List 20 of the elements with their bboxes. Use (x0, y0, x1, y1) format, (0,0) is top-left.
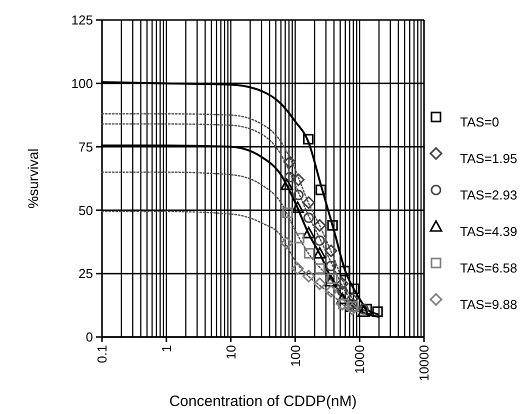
legend-label: TAS=4.39 (460, 224, 518, 240)
legend-label: TAS=9.88 (460, 297, 518, 312)
legend-label: TAS=6.58 (460, 260, 518, 276)
legend-label: TAS=0 (460, 114, 500, 130)
x-tick-label: 10000 (416, 345, 432, 382)
x-axis-title: Concentration of CDDP(nM) (169, 393, 357, 410)
x-tick-label: 10 (223, 345, 238, 360)
x-tick-label: 0.1 (94, 345, 110, 364)
y-tick-label: 125 (71, 12, 93, 28)
x-tick-label: 1000 (352, 345, 368, 374)
y-tick-label: 75 (78, 139, 93, 154)
y-tick-label: 25 (78, 266, 93, 282)
y-axis-title: %survival (25, 148, 41, 208)
y-tick-label: 0 (86, 330, 93, 345)
y-tick-label: 100 (71, 76, 93, 91)
x-tick-label: 100 (288, 345, 303, 367)
y-tick-label: 50 (78, 202, 93, 218)
legend-label: TAS=1.95 (460, 151, 518, 166)
x-tick-label: 1 (158, 345, 174, 352)
legend-label: TAS=2.93 (460, 188, 518, 203)
